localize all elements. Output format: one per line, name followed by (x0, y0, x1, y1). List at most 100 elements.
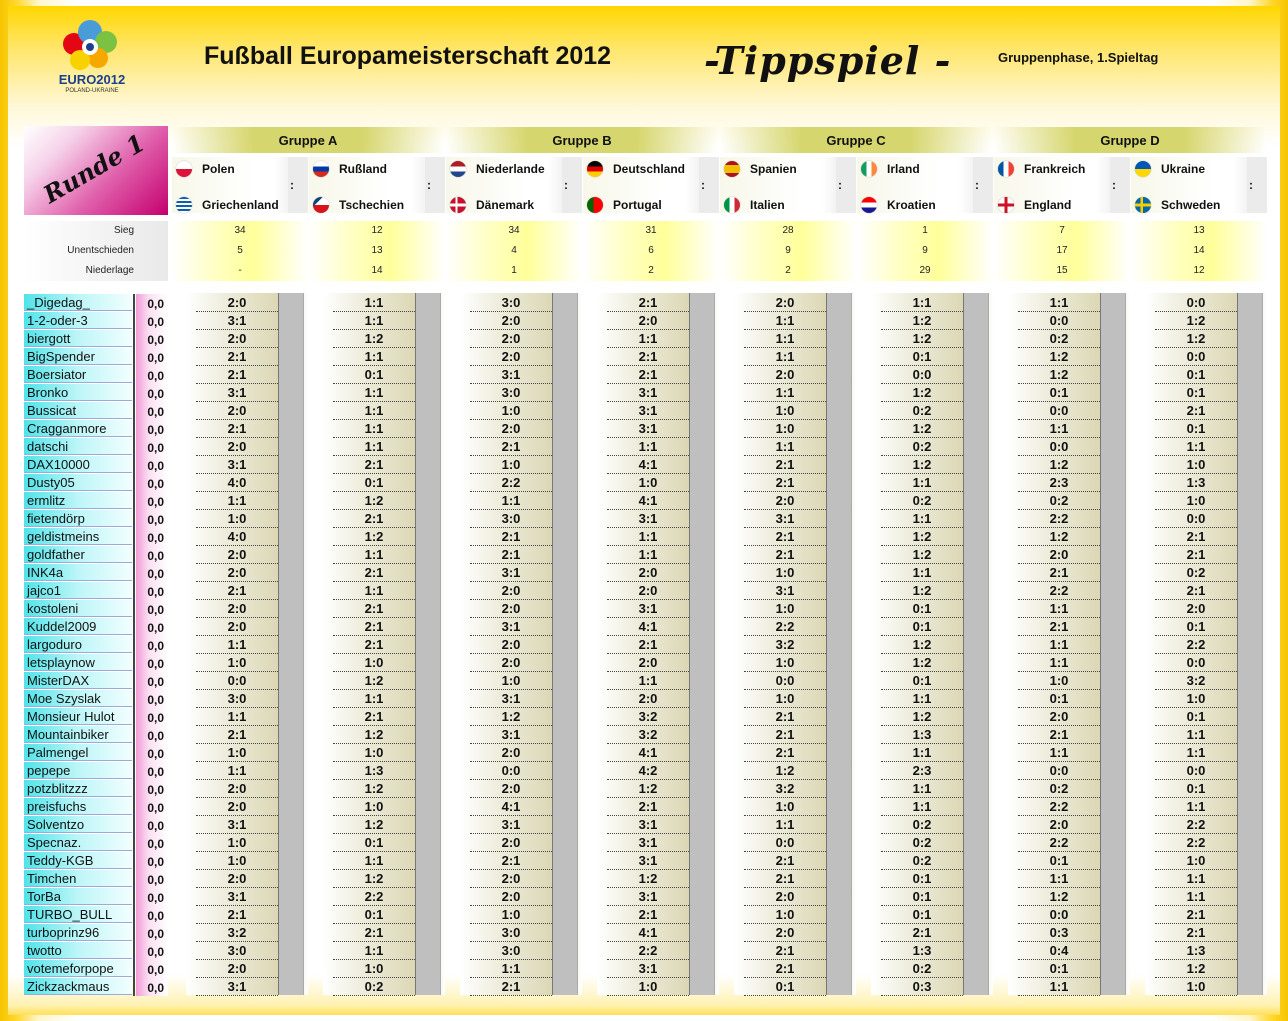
tip-cell[interactable]: 1:2 (1018, 366, 1100, 384)
tip-cell[interactable]: 4:1 (607, 618, 689, 636)
tip-cell[interactable]: 2:2 (607, 942, 689, 960)
tip-cell[interactable]: 1:2 (1018, 456, 1100, 474)
tip-cell[interactable]: 3:2 (744, 636, 826, 654)
tip-cell[interactable]: 3:1 (607, 960, 689, 978)
tip-cell[interactable]: 2:0 (470, 582, 552, 600)
tip-cell[interactable]: 2:3 (881, 762, 963, 780)
tip-cell[interactable]: 0:0 (1018, 312, 1100, 330)
tip-cell[interactable]: 0:2 (881, 852, 963, 870)
tip-cell[interactable]: 3:2 (607, 726, 689, 744)
tip-cell[interactable]: 2:1 (744, 474, 826, 492)
tip-cell[interactable]: 2:1 (1155, 546, 1237, 564)
tip-cell[interactable]: 0:0 (1155, 762, 1237, 780)
tip-cell[interactable]: 0:1 (1155, 420, 1237, 438)
tip-cell[interactable]: 2:0 (470, 312, 552, 330)
tip-cell[interactable]: 2:0 (470, 348, 552, 366)
tip-cell[interactable]: 2:0 (196, 546, 278, 564)
tip-cell[interactable]: 1:1 (333, 852, 415, 870)
tip-cell[interactable]: 0:1 (881, 600, 963, 618)
tip-cell[interactable]: 1:0 (1155, 690, 1237, 708)
tip-cell[interactable]: 2:2 (1018, 798, 1100, 816)
tip-cell[interactable]: 1:2 (1018, 348, 1100, 366)
tip-cell[interactable]: 1:2 (1155, 330, 1237, 348)
tip-cell[interactable]: 2:1 (196, 420, 278, 438)
tip-cell[interactable]: 0:2 (1018, 330, 1100, 348)
tip-cell[interactable]: 1:0 (744, 420, 826, 438)
tip-cell[interactable]: 1:2 (881, 330, 963, 348)
tip-cell[interactable]: 2:2 (1018, 834, 1100, 852)
tip-cell[interactable]: 1:0 (744, 654, 826, 672)
tip-cell[interactable]: 3:1 (470, 618, 552, 636)
tip-cell[interactable]: 1:2 (333, 816, 415, 834)
tip-cell[interactable]: 0:1 (1155, 780, 1237, 798)
tip-cell[interactable]: 0:0 (1155, 510, 1237, 528)
tip-cell[interactable]: 1:2 (881, 312, 963, 330)
tip-cell[interactable]: 1:0 (470, 672, 552, 690)
tip-cell[interactable]: 1:1 (744, 816, 826, 834)
tip-cell[interactable]: 2:0 (196, 438, 278, 456)
tip-cell[interactable]: 4:1 (607, 492, 689, 510)
tip-cell[interactable]: 0:2 (333, 978, 415, 996)
tip-cell[interactable]: 2:0 (470, 420, 552, 438)
tip-cell[interactable]: 1:0 (196, 852, 278, 870)
tip-cell[interactable]: 2:1 (333, 564, 415, 582)
tip-cell[interactable]: 2:1 (1018, 564, 1100, 582)
tip-cell[interactable]: 1:2 (333, 492, 415, 510)
tip-cell[interactable]: 2:0 (607, 312, 689, 330)
tip-cell[interactable]: 1:2 (881, 582, 963, 600)
tip-cell[interactable]: 1:1 (1155, 438, 1237, 456)
tip-cell[interactable]: 2:2 (1018, 582, 1100, 600)
tip-cell[interactable]: 4:2 (607, 762, 689, 780)
tip-cell[interactable]: 1:0 (196, 510, 278, 528)
tip-cell[interactable]: 2:1 (607, 798, 689, 816)
tip-cell[interactable]: 2:1 (607, 636, 689, 654)
tip-cell[interactable]: 3:0 (196, 942, 278, 960)
tip-cell[interactable]: 1:2 (333, 726, 415, 744)
tip-cell[interactable]: 1:1 (744, 438, 826, 456)
tip-cell[interactable]: 2:0 (744, 888, 826, 906)
tip-cell[interactable]: 1:3 (1155, 474, 1237, 492)
tip-cell[interactable]: 1:1 (1018, 636, 1100, 654)
tip-cell[interactable]: 3:1 (196, 978, 278, 996)
tip-cell[interactable]: 1:1 (1018, 744, 1100, 762)
tip-cell[interactable]: 3:1 (470, 366, 552, 384)
tip-cell[interactable]: 3:1 (607, 816, 689, 834)
tip-cell[interactable]: 2:3 (1018, 474, 1100, 492)
tip-cell[interactable]: 2:1 (744, 852, 826, 870)
tip-cell[interactable]: 1:0 (1018, 672, 1100, 690)
tip-cell[interactable]: 1:0 (333, 744, 415, 762)
tip-cell[interactable]: 1:1 (744, 312, 826, 330)
tip-cell[interactable]: 4:0 (196, 474, 278, 492)
tip-cell[interactable]: 2:0 (196, 564, 278, 582)
tip-cell[interactable]: 1:2 (881, 384, 963, 402)
tip-cell[interactable]: 3:1 (607, 402, 689, 420)
tip-cell[interactable]: 2:0 (1018, 708, 1100, 726)
tip-cell[interactable]: 0:4 (1018, 942, 1100, 960)
tip-cell[interactable]: 2:1 (1018, 726, 1100, 744)
tip-cell[interactable]: 1:2 (881, 420, 963, 438)
tip-cell[interactable]: 1:1 (333, 420, 415, 438)
tip-cell[interactable]: 1:1 (196, 636, 278, 654)
tip-cell[interactable]: 1:2 (333, 870, 415, 888)
tip-cell[interactable]: 1:3 (881, 726, 963, 744)
tip-cell[interactable]: 2:1 (607, 366, 689, 384)
tip-cell[interactable]: 3:0 (470, 294, 552, 312)
tip-cell[interactable]: 4:1 (607, 456, 689, 474)
tip-cell[interactable]: 1:0 (470, 906, 552, 924)
tip-cell[interactable]: 3:2 (607, 708, 689, 726)
tip-cell[interactable]: 2:1 (1155, 924, 1237, 942)
tip-cell[interactable]: 1:2 (881, 654, 963, 672)
tip-cell[interactable]: 1:0 (196, 744, 278, 762)
tip-cell[interactable]: 2:2 (744, 618, 826, 636)
tip-cell[interactable]: 1:1 (607, 438, 689, 456)
tip-cell[interactable]: 2:1 (744, 942, 826, 960)
tip-cell[interactable]: 2:0 (196, 960, 278, 978)
tip-cell[interactable]: 2:1 (744, 456, 826, 474)
tip-cell[interactable]: 2:1 (470, 438, 552, 456)
tip-cell[interactable]: 2:1 (196, 906, 278, 924)
tip-cell[interactable]: 3:1 (607, 600, 689, 618)
tip-cell[interactable]: 1:1 (607, 546, 689, 564)
tip-cell[interactable]: 2:0 (470, 654, 552, 672)
tip-cell[interactable]: 3:1 (196, 312, 278, 330)
tip-cell[interactable]: 1:2 (607, 870, 689, 888)
